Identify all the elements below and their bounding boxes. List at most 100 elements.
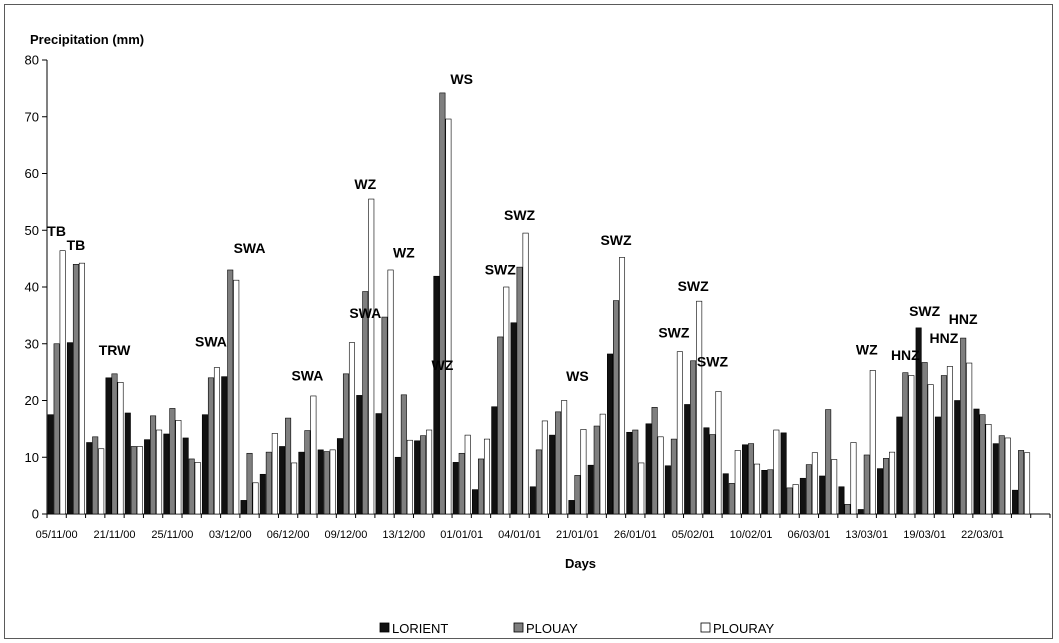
bar-plouay-21-01-01 xyxy=(574,475,581,515)
weather-type-label: SWZ xyxy=(485,262,517,278)
bar-plouay-03-01-01 xyxy=(497,336,504,515)
bar-plouray-07-12-00 xyxy=(310,395,317,515)
bar-plouray-20-11-00 xyxy=(98,448,105,515)
x-tick-label: 26/01/01 xyxy=(614,529,657,541)
x-tick-label: 10/02/01 xyxy=(730,529,773,541)
weather-type-label: WZ xyxy=(432,357,454,373)
y-tick-label: 40 xyxy=(25,280,39,295)
y-axis-title: Precipitation (mm) xyxy=(30,32,144,47)
weather-type-label: WZ xyxy=(354,176,376,192)
legend-label-lorient: LORIENT xyxy=(392,621,448,636)
bar-plouay-05-12-00 xyxy=(265,451,272,515)
bar-plouray-04-12-00 xyxy=(252,482,259,515)
bar-lorient-18-03-01 xyxy=(896,416,903,515)
x-tick-label: 19/03/01 xyxy=(903,529,946,541)
bar-lorient-12-12-00 xyxy=(375,413,382,515)
bar-plouay-09-02-01 xyxy=(728,483,735,515)
bar-lorient-20-03-01 xyxy=(934,416,941,515)
weather-type-label: WS xyxy=(566,368,589,384)
bar-lorient-10-02-01 xyxy=(742,444,749,515)
bar-plouray-21-01-01 xyxy=(580,429,587,515)
bar-lorient-07-12-00 xyxy=(298,451,305,515)
bar-plouay-20-03-01 xyxy=(940,375,947,515)
y-tick-label: 10 xyxy=(25,450,39,465)
bar-lorient-13-03-01 xyxy=(857,509,864,515)
legend-swatch-plouray xyxy=(700,622,711,633)
x-tick-label: 04/01/01 xyxy=(498,529,541,541)
x-tick-label: 21/01/01 xyxy=(556,529,599,541)
bar-plouray-24-11-00 xyxy=(156,429,163,515)
bar-lorient-05-03-01 xyxy=(780,432,787,515)
bar-plouray-26-01-01 xyxy=(638,462,645,515)
bar-plouay-14-03-01 xyxy=(883,458,890,515)
bar-plouray-25-11-00 xyxy=(175,420,182,515)
x-tick-label: 05/11/00 xyxy=(36,529,78,541)
weather-type-label: HNZ xyxy=(930,330,959,346)
bar-plouray-19-03-01 xyxy=(927,384,934,515)
weather-type-label: SWZ xyxy=(504,207,536,223)
bar-plouay-22-03-01 xyxy=(979,414,986,515)
bar-plouray-20-01-01 xyxy=(561,400,568,515)
bar-lorient-27-01-01 xyxy=(645,423,652,515)
bar-lorient-05-02-01 xyxy=(684,404,691,515)
bar-plouray-18-03-01 xyxy=(908,375,915,515)
weather-type-label: WS xyxy=(450,71,473,87)
bar-plouray-14-03-01 xyxy=(889,451,896,515)
bar-plouray-31-12-00 xyxy=(445,118,452,515)
bar-plouay-10-12-00 xyxy=(362,291,369,515)
bar-lorient-06-12-00 xyxy=(279,446,286,515)
bar-plouay-13-12-00 xyxy=(400,394,407,515)
bar-plouray-14-12-00 xyxy=(426,429,433,515)
weather-type-label: SWZ xyxy=(678,278,710,294)
bar-plouay-05-03-01 xyxy=(786,487,793,515)
bar-plouay-19-03-01 xyxy=(921,362,928,515)
bar-plouay-21-03-01 xyxy=(960,337,967,515)
y-tick-label: 70 xyxy=(25,109,39,124)
bar-plouay-23-03-01 xyxy=(998,435,1005,515)
bar-plouray-04-02-01 xyxy=(676,351,683,515)
bar-plouray-11-02-01 xyxy=(773,429,780,515)
x-tick-label: 13/12/00 xyxy=(382,529,425,541)
bar-lorient-20-01-01 xyxy=(549,434,556,515)
weather-type-label: SWA xyxy=(349,305,381,321)
bar-plouray-23-03-01 xyxy=(1004,437,1011,515)
bar-lorient-09-12-00 xyxy=(336,438,343,515)
y-tick-label: 60 xyxy=(25,166,39,181)
x-tick-label: 25/11/00 xyxy=(151,529,193,541)
bar-lorient-11-02-01 xyxy=(761,469,768,515)
bar-lorient-08-12-00 xyxy=(317,449,324,515)
bar-plouay-06-02-01 xyxy=(709,434,716,515)
weather-type-label: SWZ xyxy=(658,325,690,341)
bar-lorient-06-11-00 xyxy=(66,342,73,515)
bar-lorient-25-01-01 xyxy=(607,353,614,515)
bar-plouay-24-03-01 xyxy=(1018,450,1025,515)
x-tick-label: 22/03/01 xyxy=(961,529,1004,541)
bar-plouray-10-12-00 xyxy=(368,198,375,515)
bar-plouay-21-11-00 xyxy=(111,373,118,515)
bar-plouay-09-12-00 xyxy=(342,373,349,515)
bar-lorient-22-11-00 xyxy=(124,412,131,515)
bar-plouay-05-11-00 xyxy=(53,343,60,515)
bar-lorient-04-02-01 xyxy=(664,465,671,515)
bar-lorient-31-12-00 xyxy=(433,275,440,515)
legend-label-plouay: PLOUAY xyxy=(526,621,578,636)
bar-plouay-04-01-01 xyxy=(516,266,523,515)
bar-plouray-01-01-01 xyxy=(464,434,471,515)
bar-lorient-24-11-00 xyxy=(144,439,151,515)
legend-swatch-plouay xyxy=(513,622,524,633)
bar-lorient-09-02-01 xyxy=(722,473,729,515)
bar-lorient-26-11-00 xyxy=(182,437,189,515)
bar-plouray-04-01-01 xyxy=(522,232,529,515)
x-tick-label: 21/11/00 xyxy=(94,529,136,541)
x-tick-label: 06/12/00 xyxy=(267,529,310,541)
bar-lorient-22-01-01 xyxy=(587,464,594,515)
legend-label-plouray: PLOURAY xyxy=(713,621,774,636)
bar-plouray-05-01-01 xyxy=(541,420,548,515)
bar-lorient-03-12-00 xyxy=(221,376,228,515)
bar-plouray-22-11-00 xyxy=(136,446,143,515)
bar-plouray-05-02-01 xyxy=(696,300,703,515)
bar-lorient-20-11-00 xyxy=(86,442,93,515)
bar-plouay-04-02-01 xyxy=(670,438,677,515)
bar-lorient-21-01-01 xyxy=(568,500,575,515)
